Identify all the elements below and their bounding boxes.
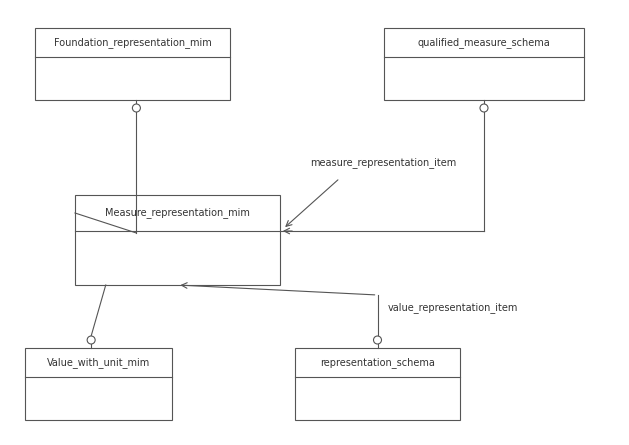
Text: measure_representation_item: measure_representation_item [310,157,456,168]
Circle shape [132,104,140,112]
Bar [384,28,584,100]
Text: value_representation_item: value_representation_item [387,302,518,313]
Text: Foundation_representation_mim: Foundation_representation_mim [53,37,211,48]
Text: representation_schema: representation_schema [320,357,435,368]
Circle shape [87,336,95,344]
Circle shape [480,104,488,112]
Bar [25,348,172,420]
Bar [35,28,230,100]
Bar [75,195,280,285]
Circle shape [374,336,382,344]
Text: Value_with_unit_mim: Value_with_unit_mim [47,357,150,368]
Bar [295,348,460,420]
Text: Measure_representation_mim: Measure_representation_mim [105,207,250,218]
Text: qualified_measure_schema: qualified_measure_schema [418,37,550,48]
